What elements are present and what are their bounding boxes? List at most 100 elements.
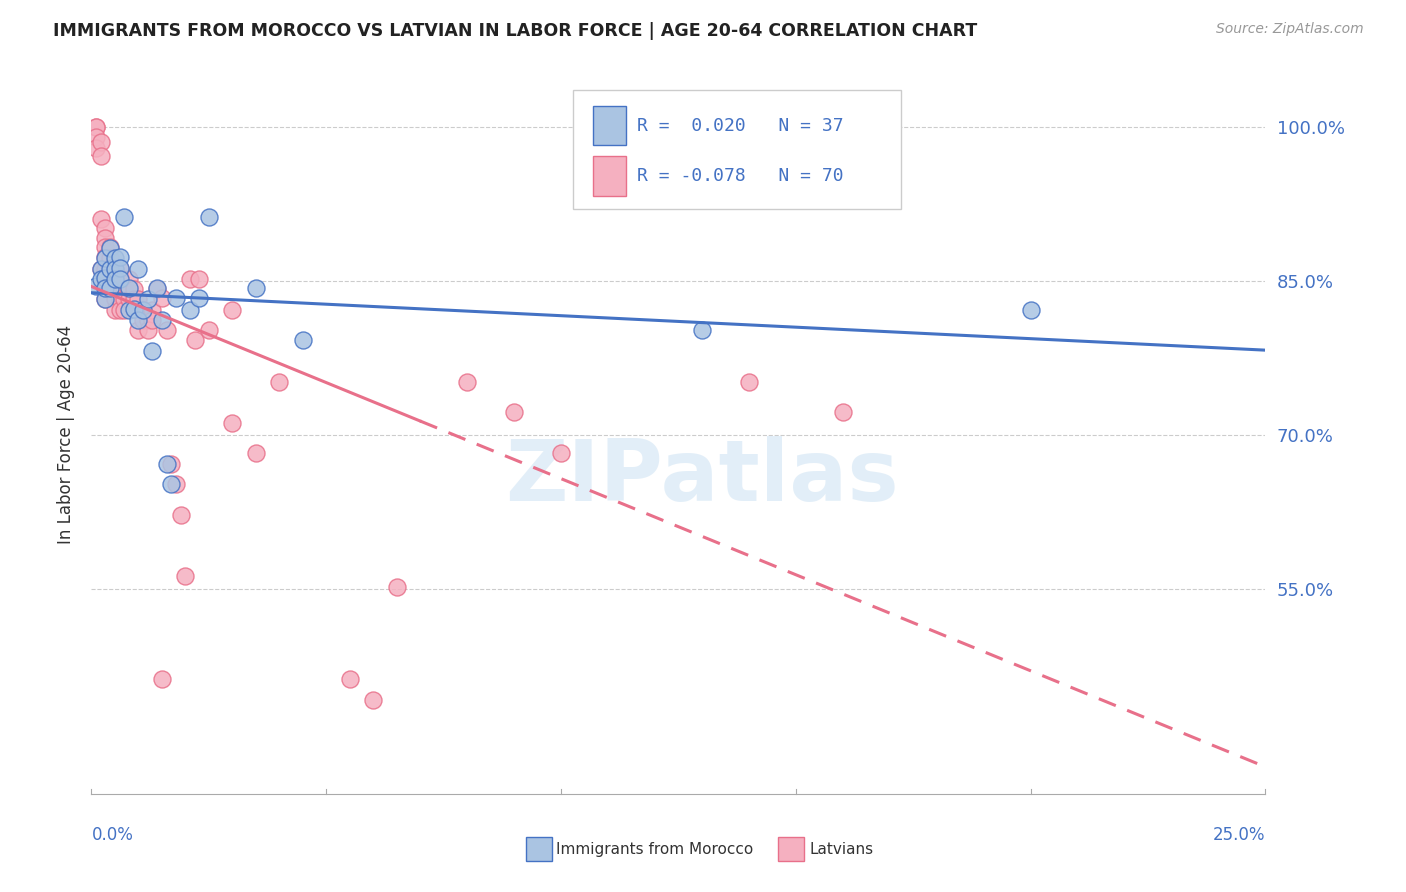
Point (127, 261, 149, 276)
Text: R =  0.020   N = 37: R = 0.020 N = 37 (637, 117, 844, 135)
Point (136, 323, 159, 337)
Point (150, 313, 173, 327)
Point (108, 302, 131, 317)
Point (146, 281, 169, 295)
Point (104, 252, 127, 266)
Point (98, 261, 121, 276)
Point (221, 416, 243, 430)
Point (291, 334, 314, 348)
Point (94, 271, 117, 285)
Y-axis label: In Labor Force | Age 20-64: In Labor Force | Age 20-64 (56, 326, 75, 544)
Point (84, 120, 107, 135)
Point (155, 457, 177, 471)
Point (385, 580, 408, 594)
Point (108, 271, 131, 285)
Point (831, 405, 853, 419)
Point (108, 272, 131, 286)
Point (94, 251, 117, 265)
Point (84, 140, 107, 155)
Point (108, 251, 131, 265)
Point (94, 252, 117, 266)
Point (1019, 302, 1042, 317)
Point (141, 343, 163, 358)
Point (165, 292, 187, 306)
Point (94, 293, 117, 307)
Point (188, 292, 211, 306)
Point (84, 120, 107, 135)
Point (90, 261, 112, 276)
Point (118, 302, 141, 317)
Point (245, 281, 267, 295)
Point (269, 375, 291, 389)
Point (188, 272, 211, 286)
Point (169, 508, 191, 522)
Point (90, 261, 112, 276)
Point (127, 293, 149, 307)
Point (160, 477, 183, 491)
Point (127, 313, 149, 327)
Point (94, 281, 117, 295)
Point (94, 261, 117, 276)
Point (98, 272, 121, 286)
Point (94, 272, 117, 286)
Point (245, 446, 267, 460)
Point (104, 261, 127, 276)
Point (90, 149, 112, 163)
Point (108, 261, 131, 276)
Point (84, 130, 107, 145)
Point (94, 220, 117, 235)
Point (84, 279, 107, 293)
Point (104, 261, 127, 276)
Point (108, 293, 131, 307)
Point (132, 313, 155, 327)
Point (94, 231, 117, 245)
Text: Source: ZipAtlas.com: Source: ZipAtlas.com (1216, 22, 1364, 37)
Point (136, 313, 159, 327)
Point (98, 240, 121, 254)
Point (221, 302, 243, 317)
Point (112, 281, 135, 295)
Point (104, 281, 127, 295)
Point (108, 260, 131, 275)
Point (127, 323, 149, 337)
Point (118, 293, 141, 307)
Point (197, 323, 219, 337)
Point (132, 302, 155, 317)
Point (118, 272, 141, 286)
Point (112, 302, 135, 317)
Point (122, 282, 145, 296)
Point (112, 211, 135, 225)
Point (174, 569, 197, 583)
Point (738, 375, 761, 389)
Point (98, 260, 121, 275)
Point (98, 272, 121, 286)
Point (112, 293, 135, 307)
Point (90, 136, 112, 150)
Point (94, 293, 117, 307)
Point (122, 293, 145, 307)
Text: 0.0%: 0.0% (91, 826, 134, 844)
Text: ZIPatlas: ZIPatlas (505, 436, 898, 519)
Point (141, 313, 163, 327)
Point (90, 212, 112, 227)
Point (98, 252, 121, 266)
Point (503, 405, 526, 419)
Text: IMMIGRANTS FROM MOROCCO VS LATVIAN IN LABOR FORCE | AGE 20-64 CORRELATION CHART: IMMIGRANTS FROM MOROCCO VS LATVIAN IN LA… (53, 22, 977, 40)
Point (179, 272, 201, 286)
Point (136, 293, 159, 307)
Point (150, 292, 173, 306)
Point (122, 301, 145, 316)
Point (132, 302, 155, 317)
Point (118, 282, 141, 296)
Point (165, 477, 187, 491)
Point (361, 692, 384, 706)
Text: R = -0.078   N = 70: R = -0.078 N = 70 (637, 168, 844, 186)
Point (690, 323, 713, 337)
Bar (778, 837, 804, 861)
Point (197, 211, 219, 225)
Text: Latvians: Latvians (810, 842, 875, 856)
Point (550, 446, 572, 460)
Point (141, 302, 163, 317)
Point (179, 302, 201, 317)
Bar (593, 106, 626, 145)
